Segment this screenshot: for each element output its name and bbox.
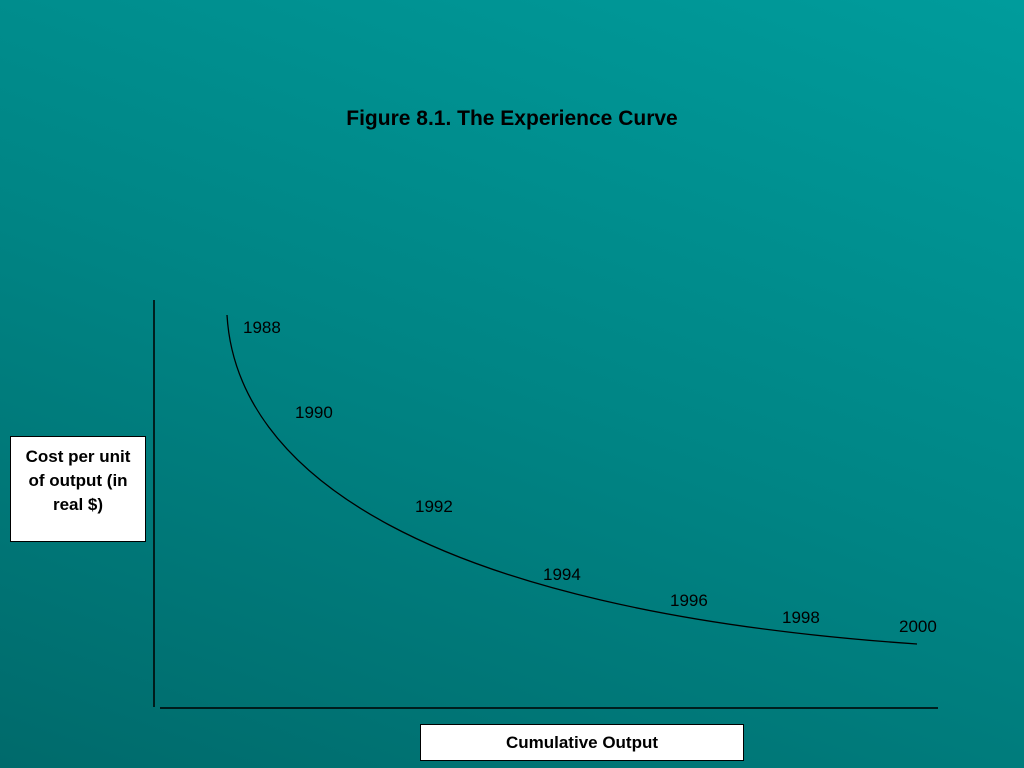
experience-curve [226, 314, 918, 645]
title: Figure 8.1. The Experience Curve [346, 107, 678, 130]
curve-label: 1996 [670, 591, 708, 610]
x-axis-label: Cumulative Output [420, 724, 744, 761]
curve-label: 1998 [782, 608, 820, 627]
curve-label: 1992 [415, 497, 453, 516]
curve-label: 1988 [243, 318, 281, 337]
curve-label: 1990 [295, 403, 333, 422]
curve-label: 1994 [543, 565, 581, 584]
curve-label: 2000 [899, 617, 937, 636]
y-axis-label: Cost per unit of output (in real $) [10, 436, 146, 542]
